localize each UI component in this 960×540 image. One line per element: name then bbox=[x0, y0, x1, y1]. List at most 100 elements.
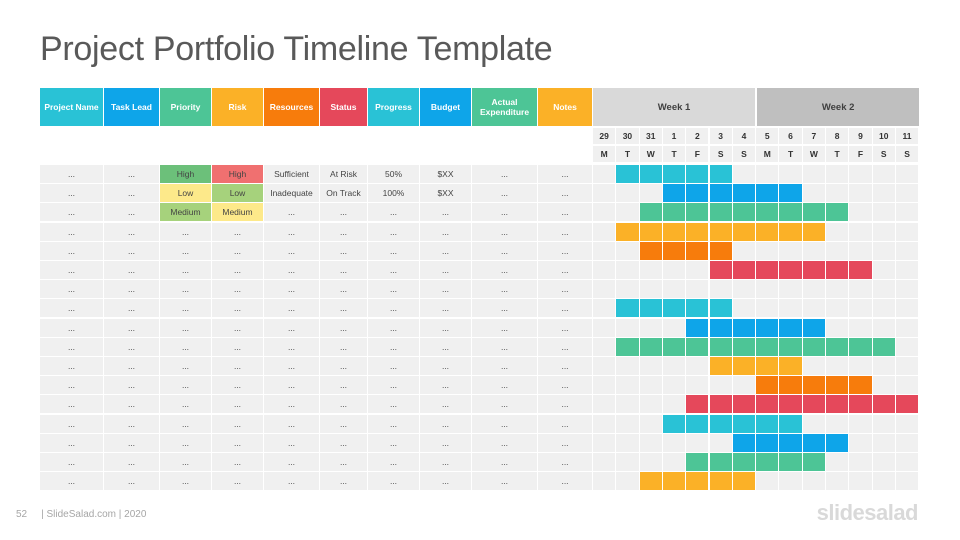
gantt-cell bbox=[826, 453, 849, 471]
gantt-cell bbox=[686, 433, 709, 452]
gantt-cell bbox=[756, 280, 779, 299]
gantt-bar-segment bbox=[732, 414, 756, 433]
gantt-cell bbox=[849, 453, 872, 471]
table-cell: ... bbox=[40, 453, 103, 471]
table-cell: ... bbox=[472, 280, 537, 299]
table-cell: ... bbox=[40, 472, 103, 491]
gantt-cell bbox=[616, 261, 639, 279]
gantt-bar-segment bbox=[686, 337, 709, 356]
gantt-bar-segment bbox=[732, 472, 756, 491]
gantt-bar-segment bbox=[616, 337, 639, 356]
gantt-bar-segment bbox=[686, 318, 709, 337]
table-cell: ... bbox=[320, 318, 367, 337]
gantt-cell bbox=[826, 241, 849, 260]
table-cell: ... bbox=[40, 376, 103, 395]
table-cell: ... bbox=[472, 299, 537, 318]
gantt-cell bbox=[593, 318, 616, 337]
column-header: Risk bbox=[212, 88, 263, 126]
day-number: 31 bbox=[639, 128, 662, 144]
table-cell: ... bbox=[420, 337, 471, 356]
table-cell: ... bbox=[264, 337, 319, 356]
gantt-cell bbox=[709, 280, 732, 299]
column-header: Actual Expenditure bbox=[472, 88, 537, 126]
table-cell: ... bbox=[368, 395, 419, 414]
gantt-bar-segment bbox=[709, 453, 732, 471]
gantt-cell bbox=[616, 318, 639, 337]
gantt-cell bbox=[872, 222, 895, 241]
table-cell: ... bbox=[40, 184, 103, 203]
gantt-cell bbox=[895, 299, 919, 318]
gantt-cell bbox=[639, 184, 662, 203]
day-letter: T bbox=[662, 146, 686, 162]
gantt-bar-segment bbox=[732, 222, 756, 241]
gantt-bar-segment bbox=[732, 453, 756, 471]
day-letter: F bbox=[849, 146, 872, 162]
gantt-cell bbox=[616, 376, 639, 395]
table-cell: ... bbox=[472, 414, 537, 433]
table-cell: ... bbox=[368, 357, 419, 375]
table-cell: ... bbox=[320, 357, 367, 375]
table-cell: ... bbox=[104, 395, 159, 414]
day-letter: W bbox=[802, 146, 825, 162]
gantt-cell bbox=[732, 280, 756, 299]
table-cell: ... bbox=[320, 261, 367, 279]
table-cell: ... bbox=[368, 261, 419, 279]
day-number: 30 bbox=[616, 128, 639, 144]
day-number: 11 bbox=[895, 128, 919, 144]
table-cell: ... bbox=[40, 261, 103, 279]
gantt-bar-segment bbox=[662, 299, 686, 318]
gantt-cell bbox=[849, 203, 872, 222]
gantt-bar-segment bbox=[826, 376, 849, 395]
gantt-bar-segment bbox=[686, 222, 709, 241]
table-cell: ... bbox=[40, 395, 103, 414]
table-cell: ... bbox=[472, 165, 537, 183]
table-cell: ... bbox=[160, 299, 211, 318]
gantt-bar-segment bbox=[802, 376, 825, 395]
table-cell: ... bbox=[472, 337, 537, 356]
gantt-cell bbox=[849, 357, 872, 375]
table-cell: ... bbox=[40, 433, 103, 452]
gantt-bar-segment bbox=[779, 184, 802, 203]
gantt-bar-segment bbox=[732, 337, 756, 356]
gantt-bar-segment bbox=[686, 165, 709, 183]
table-cell: ... bbox=[420, 280, 471, 299]
gantt-cell bbox=[639, 453, 662, 471]
table-cell: ... bbox=[104, 433, 159, 452]
gantt-bar-segment bbox=[849, 337, 872, 356]
gantt-cell bbox=[849, 280, 872, 299]
gantt-bar-segment bbox=[686, 184, 709, 203]
page-title: Project Portfolio Timeline Template bbox=[40, 30, 553, 68]
table-cell: ... bbox=[160, 433, 211, 452]
gantt-bar-segment bbox=[616, 299, 639, 318]
table-cell: ... bbox=[264, 433, 319, 452]
table-cell: ... bbox=[104, 261, 159, 279]
table-cell: Low bbox=[160, 184, 211, 203]
gantt-cell bbox=[593, 433, 616, 452]
gantt-cell bbox=[895, 184, 919, 203]
gantt-bar-segment bbox=[802, 433, 825, 452]
gantt-bar-segment bbox=[662, 414, 686, 433]
gantt-cell bbox=[779, 280, 802, 299]
table-cell: ... bbox=[212, 357, 263, 375]
gantt-cell bbox=[779, 299, 802, 318]
gantt-cell bbox=[593, 357, 616, 375]
table-cell: ... bbox=[104, 453, 159, 471]
gantt-bar-segment bbox=[802, 395, 825, 414]
gantt-bar-segment bbox=[709, 395, 732, 414]
gantt-bar-segment bbox=[639, 165, 662, 183]
table-cell: ... bbox=[420, 376, 471, 395]
table-cell: ... bbox=[40, 222, 103, 241]
slidesalad-logo: slidesalad bbox=[816, 500, 919, 525]
gantt-bar-segment bbox=[686, 472, 709, 491]
gantt-bar-segment bbox=[709, 261, 732, 279]
gantt-cell bbox=[826, 222, 849, 241]
gantt-bar-segment bbox=[709, 472, 732, 491]
day-letter: S bbox=[709, 146, 732, 162]
gantt-cell bbox=[779, 472, 802, 491]
gantt-bar-segment bbox=[732, 357, 756, 375]
gantt-cell bbox=[686, 280, 709, 299]
gantt-bar-segment bbox=[686, 414, 709, 433]
table-cell: ... bbox=[320, 241, 367, 260]
table-cell: ... bbox=[160, 241, 211, 260]
table-cell: ... bbox=[538, 472, 592, 491]
